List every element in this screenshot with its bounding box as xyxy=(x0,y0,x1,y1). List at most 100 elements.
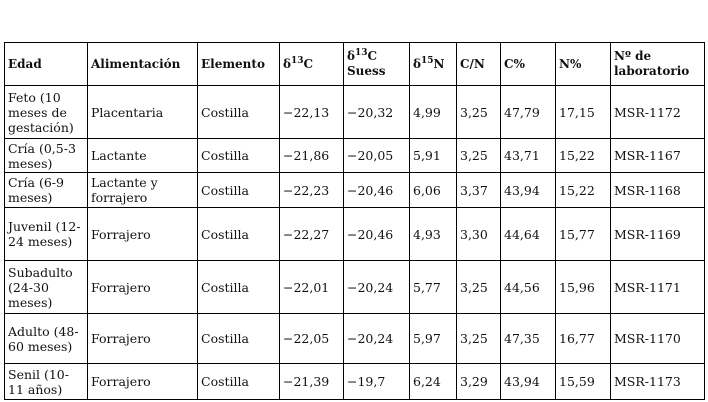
table-cell: Costilla xyxy=(197,363,280,400)
table-cell: MSR-1167 xyxy=(610,138,705,173)
header-text: C/N xyxy=(460,56,485,71)
table-cell: Costilla xyxy=(197,138,280,173)
table-cell: 3,29 xyxy=(456,363,501,400)
table-cell: −20,24 xyxy=(343,313,410,364)
header-cell: Edad xyxy=(4,42,88,86)
table-cell: 4,93 xyxy=(409,207,457,261)
header-text: Alimentación xyxy=(91,56,181,71)
table-cell: Costilla xyxy=(197,207,280,261)
table-cell: 3,25 xyxy=(456,85,501,139)
table-cell: −20,46 xyxy=(343,172,410,208)
table-cell: 6,24 xyxy=(409,363,457,400)
table-cell: 44,56 xyxy=(500,260,556,314)
table-body: Edad Alimentación Elemento δ13C δ13C Suess δ15… xyxy=(4,42,705,400)
table-cell: −22,05 xyxy=(279,313,344,364)
table-cell: Juvenil (12-24 meses) xyxy=(4,207,88,261)
table-cell: −19,7 xyxy=(343,363,410,400)
table-cell: 5,91 xyxy=(409,138,457,173)
table-cell: MSR-1171 xyxy=(610,260,705,314)
table-cell: Costilla xyxy=(197,172,280,208)
table-cell: Lactante y forrajero xyxy=(87,172,198,208)
table-cell: 47,79 xyxy=(500,85,556,139)
table-cell: 3,37 xyxy=(456,172,501,208)
header-cell: δ15N xyxy=(409,42,457,86)
table-cell: Forrajero xyxy=(87,207,198,261)
table-cell: MSR-1172 xyxy=(610,85,705,139)
header-prefix: δ xyxy=(283,56,292,71)
table-cell: −21,86 xyxy=(279,138,344,173)
table-cell: −20,24 xyxy=(343,260,410,314)
table-cell: Adulto (48-60 meses) xyxy=(4,313,88,364)
table-cell: 4,99 xyxy=(409,85,457,139)
table-cell: 15,22 xyxy=(555,172,611,208)
header-text: N% xyxy=(559,56,582,71)
header-cell: Elemento xyxy=(197,42,280,86)
table-cell: Feto (10 meses de gestación) xyxy=(4,85,88,139)
table-cell: 43,71 xyxy=(500,138,556,173)
table-row: Subadulto (24-30 meses) Forrajero Costilla… xyxy=(4,260,705,314)
header-text: Nº de laboratorio xyxy=(614,49,690,78)
header-row: Edad Alimentación Elemento δ13C δ13C Suess δ15… xyxy=(4,42,705,86)
header-cell: δ13C Suess xyxy=(343,42,410,86)
table-cell: −22,23 xyxy=(279,172,344,208)
table-cell: Cría (6-9 meses) xyxy=(4,172,88,208)
table-cell: 15,96 xyxy=(555,260,611,314)
table-cell: MSR-1170 xyxy=(610,313,705,364)
table-cell: −21,39 xyxy=(279,363,344,400)
table-cell: 5,97 xyxy=(409,313,457,364)
header-text: Edad xyxy=(8,56,42,71)
table-cell: 15,77 xyxy=(555,207,611,261)
header-cell: C% xyxy=(500,42,556,86)
table-cell: 17,15 xyxy=(555,85,611,139)
table-cell: −20,46 xyxy=(343,207,410,261)
table-cell: Costilla xyxy=(197,260,280,314)
table-cell: MSR-1173 xyxy=(610,363,705,400)
table-cell: 16,77 xyxy=(555,313,611,364)
table-cell: Senil (10-11 años) xyxy=(4,363,88,400)
table-cell: −22,13 xyxy=(279,85,344,139)
header-cell: Nº de laboratorio xyxy=(610,42,705,86)
table-cell: Subadulto (24-30 meses) xyxy=(4,260,88,314)
table-row: Feto (10 meses de gestación) Placentaria C… xyxy=(4,85,705,139)
table-cell: Lactante xyxy=(87,138,198,173)
table-cell: Cría (0,5-3 meses) xyxy=(4,138,88,173)
header-rest: C xyxy=(367,49,378,63)
header-line2: Suess xyxy=(347,64,386,78)
header-sup: 13 xyxy=(355,48,368,58)
table-cell: −22,27 xyxy=(279,207,344,261)
table-row: Juvenil (12-24 meses) Forrajero Costilla −2… xyxy=(4,207,705,261)
table-cell: 43,94 xyxy=(500,172,556,208)
header-cell: N% xyxy=(555,42,611,86)
header-rest: N xyxy=(433,56,445,71)
table-cell: Forrajero xyxy=(87,313,198,364)
table-cell: Costilla xyxy=(197,85,280,139)
header-text: Elemento xyxy=(201,56,265,71)
table-cell: 44,64 xyxy=(500,207,556,261)
table-cell: Forrajero xyxy=(87,260,198,314)
header-cell: Alimentación xyxy=(87,42,198,86)
table-row: Cría (6-9 meses) Lactante y forrajero Cost… xyxy=(4,172,705,208)
table-cell: −20,32 xyxy=(343,85,410,139)
table-cell: 43,94 xyxy=(500,363,556,400)
table-cell: 47,35 xyxy=(500,313,556,364)
table-cell: 15,22 xyxy=(555,138,611,173)
header-prefix: δ xyxy=(347,49,356,63)
table-cell: Costilla xyxy=(197,313,280,364)
table-cell: −22,01 xyxy=(279,260,344,314)
table-cell: 15,59 xyxy=(555,363,611,400)
header-sup: 13 xyxy=(291,55,304,66)
table-cell: −20,05 xyxy=(343,138,410,173)
table-row: Adulto (48-60 meses) Forrajero Costilla −22… xyxy=(4,313,705,364)
data-table: Edad Alimentación Elemento δ13C δ13C Suess δ15… xyxy=(4,42,705,400)
header-cell: δ13C xyxy=(279,42,344,86)
table-row: Senil (10-11 años) Forrajero Costilla −21,3… xyxy=(4,363,705,400)
table-cell: Forrajero xyxy=(87,363,198,400)
table-cell: Placentaria xyxy=(87,85,198,139)
table-cell: 5,77 xyxy=(409,260,457,314)
table-cell: 3,25 xyxy=(456,138,501,173)
header-cell: C/N xyxy=(456,42,501,86)
table-cell: MSR-1169 xyxy=(610,207,705,261)
header-prefix: δ xyxy=(413,56,422,71)
table-cell: 3,25 xyxy=(456,313,501,364)
